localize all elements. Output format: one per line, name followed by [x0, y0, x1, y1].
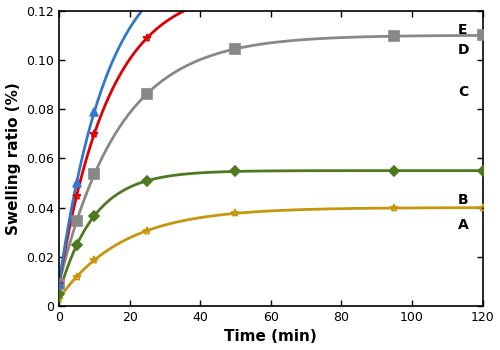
Text: D: D — [458, 43, 469, 57]
Text: C: C — [458, 85, 468, 99]
Text: A: A — [458, 218, 468, 232]
Text: B: B — [458, 193, 468, 207]
Y-axis label: Swelling ratio (%): Swelling ratio (%) — [6, 82, 20, 235]
X-axis label: Time (min): Time (min) — [224, 329, 317, 344]
Text: E: E — [458, 23, 468, 37]
